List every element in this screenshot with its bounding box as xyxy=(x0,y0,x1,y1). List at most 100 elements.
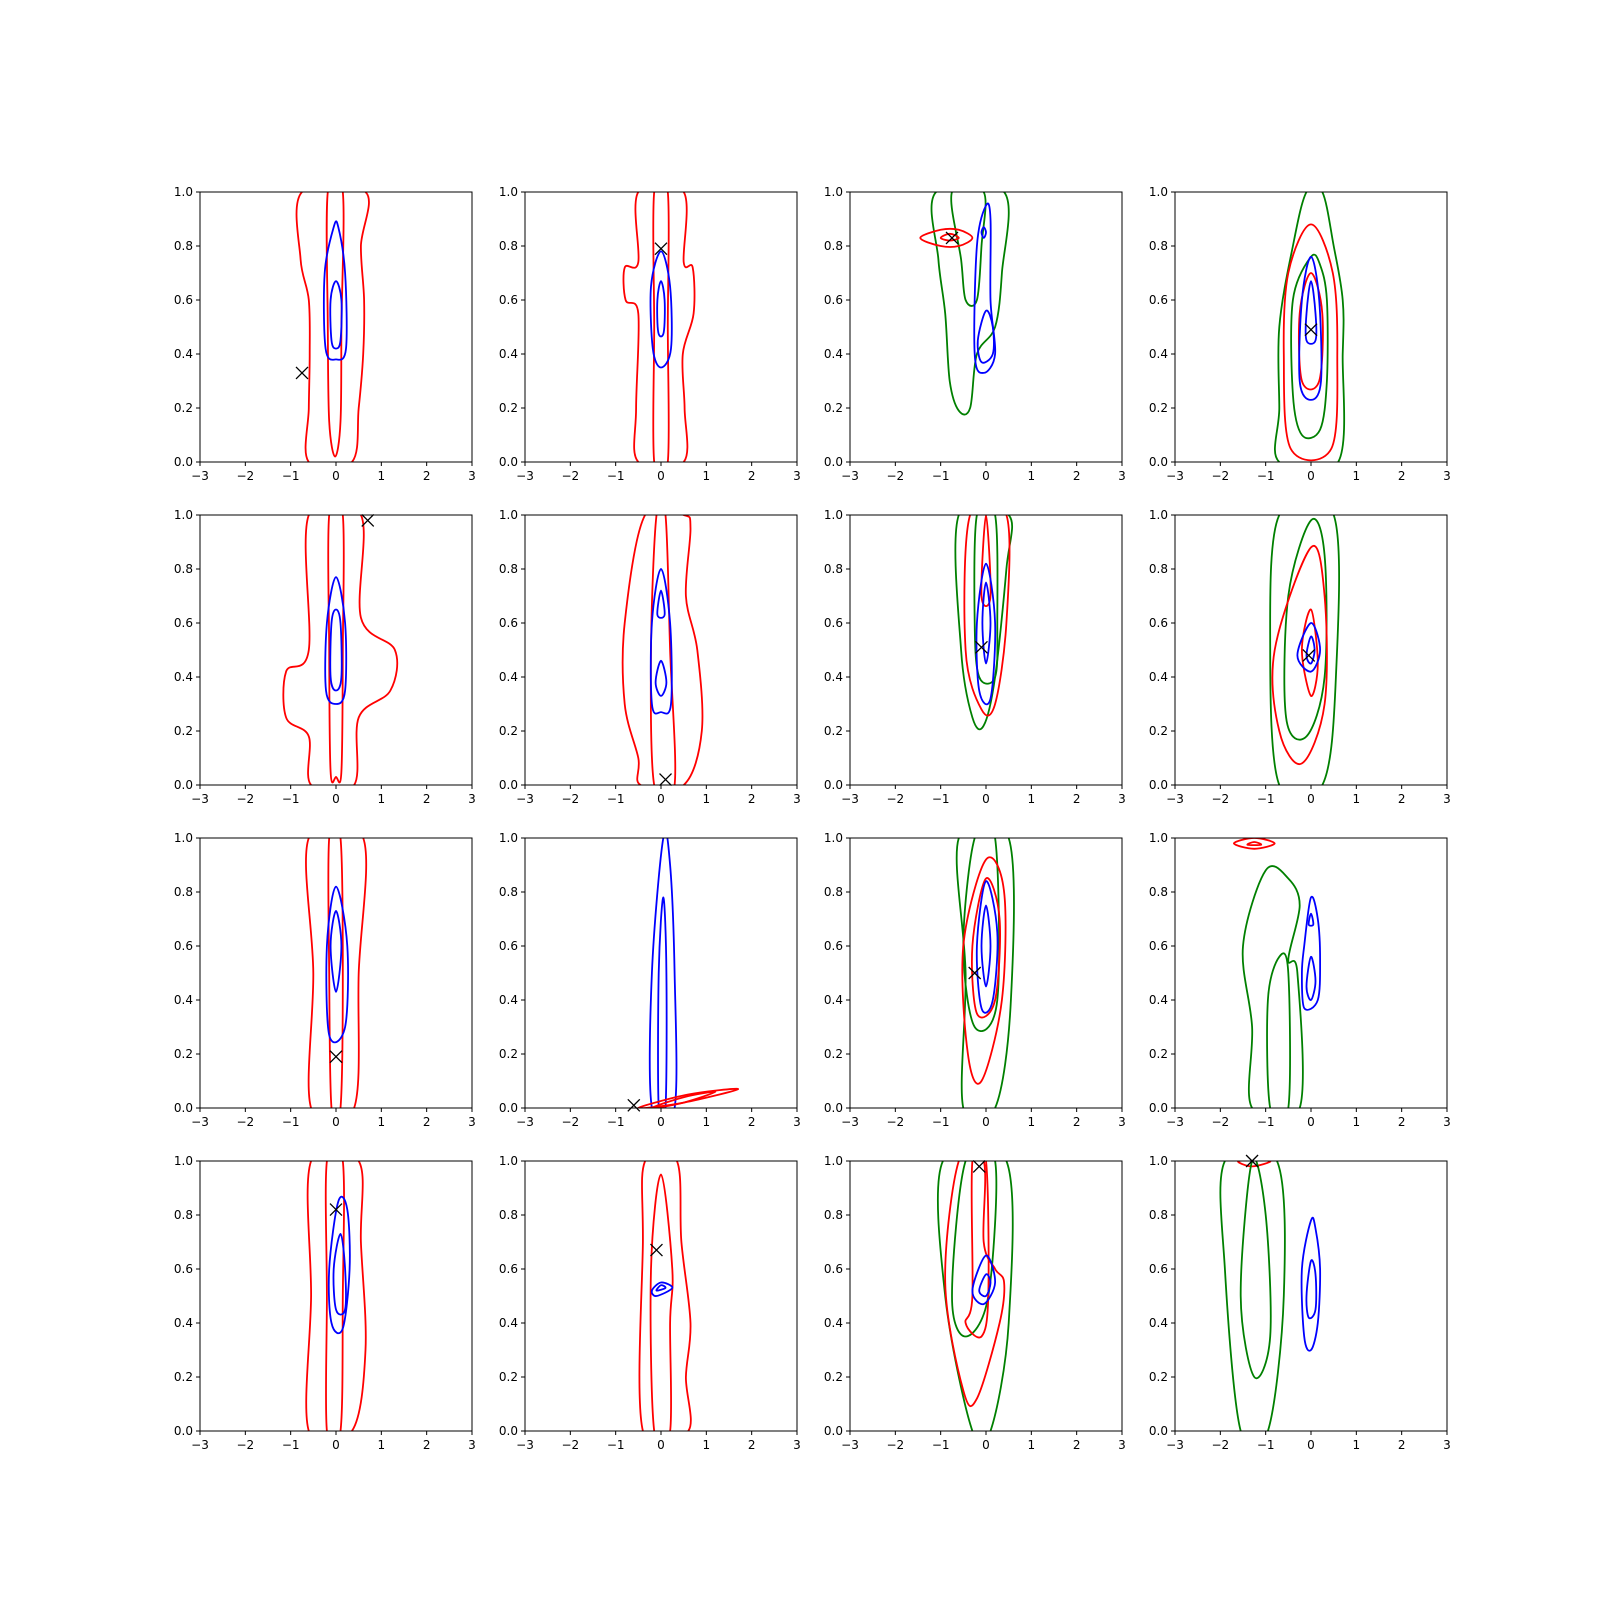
x-tick-label: 0 xyxy=(332,792,340,806)
y-tick-label: 0.8 xyxy=(1149,885,1168,899)
blue-contour-line xyxy=(1307,912,1315,927)
axes-frame xyxy=(199,837,473,1109)
y-tick-label: 0.8 xyxy=(174,1208,193,1222)
blue-contour-line xyxy=(327,1195,351,1335)
y-tick-label: 0.2 xyxy=(174,1047,193,1061)
y-tick-label: 0.2 xyxy=(499,1047,518,1061)
x-tick-label: 0 xyxy=(332,469,340,483)
blue-contour-line xyxy=(973,202,997,374)
x-tick-label: −2 xyxy=(561,469,579,483)
subplot-3-3: −3 −2 −1 0 1 2 3 0.0 0.2 0.4 0.6 0.8 1.0 xyxy=(824,831,1126,1129)
y-tick-label: 0.6 xyxy=(174,616,193,630)
x-tick-label: 3 xyxy=(1118,792,1126,806)
x-tick-label: −2 xyxy=(236,792,254,806)
x-marker xyxy=(975,640,988,654)
y-tick-label: 0.6 xyxy=(174,1262,193,1276)
y-tick-label: 1.0 xyxy=(499,185,518,199)
subplot-1-3: −3 −2 −1 0 1 2 3 0.0 0.2 0.4 0.6 0.8 1.0 xyxy=(824,185,1126,483)
x-tick-label: −1 xyxy=(607,1115,625,1129)
axes-frame xyxy=(524,514,798,786)
x-tick-label: 2 xyxy=(423,1438,431,1452)
y-tick-label: 0.6 xyxy=(499,293,518,307)
x-tick-label: −2 xyxy=(1211,469,1229,483)
x-tick-label: −1 xyxy=(932,1115,950,1129)
green-contour-line xyxy=(950,192,987,307)
y-tick-label: 1.0 xyxy=(824,1154,843,1168)
blue-contour-line xyxy=(657,896,668,1108)
x-tick-label: 1 xyxy=(1028,1438,1036,1452)
y-tick-label: 0.6 xyxy=(499,939,518,953)
x-tick-label: 2 xyxy=(1398,469,1406,483)
y-tick-label: 0.4 xyxy=(499,1316,518,1330)
axes-frame xyxy=(1174,514,1448,786)
subplot-1-2: −3 −2 −1 0 1 2 3 0.0 0.2 0.4 0.6 0.8 1.0 xyxy=(499,185,801,483)
x-tick-label: 0 xyxy=(657,792,665,806)
subplot-2-3: −3 −2 −1 0 1 2 3 0.0 0.2 0.4 0.6 0.8 1.0 xyxy=(824,508,1126,806)
x-marker xyxy=(654,242,668,256)
y-tick-label: 0.6 xyxy=(499,616,518,630)
contour-group xyxy=(295,192,370,462)
x-tick-label: 0 xyxy=(332,1115,340,1129)
contour-group xyxy=(282,515,399,785)
x-tick-label: 1 xyxy=(1028,469,1036,483)
x-tick-label: 1 xyxy=(1353,1115,1361,1129)
x-tick-label: 1 xyxy=(1353,792,1361,806)
blue-contour-line xyxy=(649,568,673,715)
y-tick-label: 0.8 xyxy=(1149,1208,1168,1222)
y-tick-label: 1.0 xyxy=(1149,1154,1168,1168)
x-tick-label: 3 xyxy=(468,1438,476,1452)
x-tick-label: 3 xyxy=(468,469,476,483)
y-tick-label: 0.4 xyxy=(174,347,193,361)
x-tick-label: −1 xyxy=(607,469,625,483)
red-contour-line xyxy=(1237,1161,1272,1168)
x-tick-label: 3 xyxy=(793,792,801,806)
x-tick-label: −3 xyxy=(1166,792,1184,806)
blue-contour-line xyxy=(975,880,999,1014)
y-tick-label: 0.8 xyxy=(1149,562,1168,576)
y-tick-label: 0.6 xyxy=(1149,939,1168,953)
y-tick-label: 0.0 xyxy=(1149,778,1168,792)
x-marker xyxy=(1304,323,1318,337)
y-tick-label: 0.6 xyxy=(1149,293,1168,307)
contour-group xyxy=(919,192,1010,416)
axes-frame xyxy=(849,514,1123,786)
green-contour-line xyxy=(1241,865,1304,1108)
green-contour-line xyxy=(1274,192,1346,462)
blue-contour-line xyxy=(655,1284,667,1292)
x-tick-label: −1 xyxy=(932,1438,950,1452)
x-tick-label: −3 xyxy=(516,1115,534,1129)
y-tick-label: 0.0 xyxy=(174,1101,193,1115)
x-tick-label: 3 xyxy=(468,792,476,806)
blue-contour-line xyxy=(322,220,348,361)
blue-contour-line xyxy=(1298,255,1323,401)
y-tick-label: 0.8 xyxy=(824,1208,843,1222)
x-tick-label: −2 xyxy=(886,469,904,483)
green-contour-line xyxy=(951,1161,998,1338)
x-tick-label: −2 xyxy=(886,1438,904,1452)
y-tick-label: 0.0 xyxy=(174,1424,193,1438)
y-tick-label: 0.2 xyxy=(1149,1370,1168,1384)
x-tick-label: 3 xyxy=(793,1438,801,1452)
y-tick-label: 0.0 xyxy=(499,1424,518,1438)
x-tick-label: −3 xyxy=(841,1438,859,1452)
y-tick-label: 0.2 xyxy=(499,724,518,738)
x-tick-label: 2 xyxy=(1073,1438,1081,1452)
x-tick-label: −3 xyxy=(841,1115,859,1129)
axes-frame xyxy=(199,1160,473,1432)
y-tick-label: 0.2 xyxy=(824,1370,843,1384)
x-marker xyxy=(945,231,959,245)
x-tick-label: 1 xyxy=(378,1115,386,1129)
x-tick-label: 2 xyxy=(1398,792,1406,806)
y-tick-label: 0.4 xyxy=(1149,1316,1168,1330)
x-tick-label: −3 xyxy=(516,792,534,806)
x-tick-label: −3 xyxy=(516,469,534,483)
y-tick-label: 0.2 xyxy=(499,1370,518,1384)
x-marker xyxy=(295,366,309,380)
y-tick-label: 0.8 xyxy=(499,562,518,576)
y-tick-label: 0.8 xyxy=(499,1208,518,1222)
y-tick-label: 0.4 xyxy=(174,1316,193,1330)
y-tick-label: 0.6 xyxy=(174,293,193,307)
y-tick-label: 0.2 xyxy=(174,724,193,738)
x-tick-label: 0 xyxy=(657,1115,665,1129)
